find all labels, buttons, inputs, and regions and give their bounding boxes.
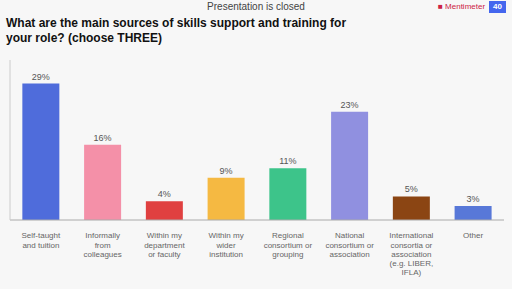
svg-text:23%: 23% (341, 100, 359, 110)
svg-text:Nationalconsortium orassociati: Nationalconsortium orassociation (325, 231, 374, 258)
svg-text:11%: 11% (279, 156, 296, 166)
svg-text:3%: 3% (467, 194, 480, 204)
svg-text:Internationalconsortia orassoc: Internationalconsortia orassociation(e.g… (389, 231, 433, 277)
html-text:Presentation is closed: Presentation is closed (207, 1, 305, 12)
html-text:40: 40 (493, 2, 502, 11)
svg-text:29%: 29% (32, 72, 50, 82)
svg-text:Other: Other (463, 231, 483, 240)
svg-text:5%: 5% (405, 184, 418, 194)
svg-text:9%: 9% (220, 166, 233, 176)
svg-text:Regionalconsortium orgrouping: Regionalconsortium orgrouping (264, 231, 313, 258)
svg-text:Within mywiderinstitution: Within mywiderinstitution (209, 231, 244, 258)
svg-text:Self-taughtand tuition: Self-taughtand tuition (22, 231, 61, 249)
svg-text:16%: 16% (94, 133, 112, 143)
svg-text:Within mydepartmentor faculty: Within mydepartmentor faculty (144, 231, 185, 258)
svg-text:4%: 4% (158, 189, 171, 199)
svg-text:Informallyfromcolleagues: Informallyfromcolleagues (84, 231, 122, 258)
html-text:your role? (choose THREE): your role? (choose THREE) (6, 31, 162, 45)
html-text:■ Mentimeter: ■ Mentimeter (438, 2, 486, 11)
html-text:What are the main sources of s: What are the main sources of skills supp… (6, 16, 347, 30)
